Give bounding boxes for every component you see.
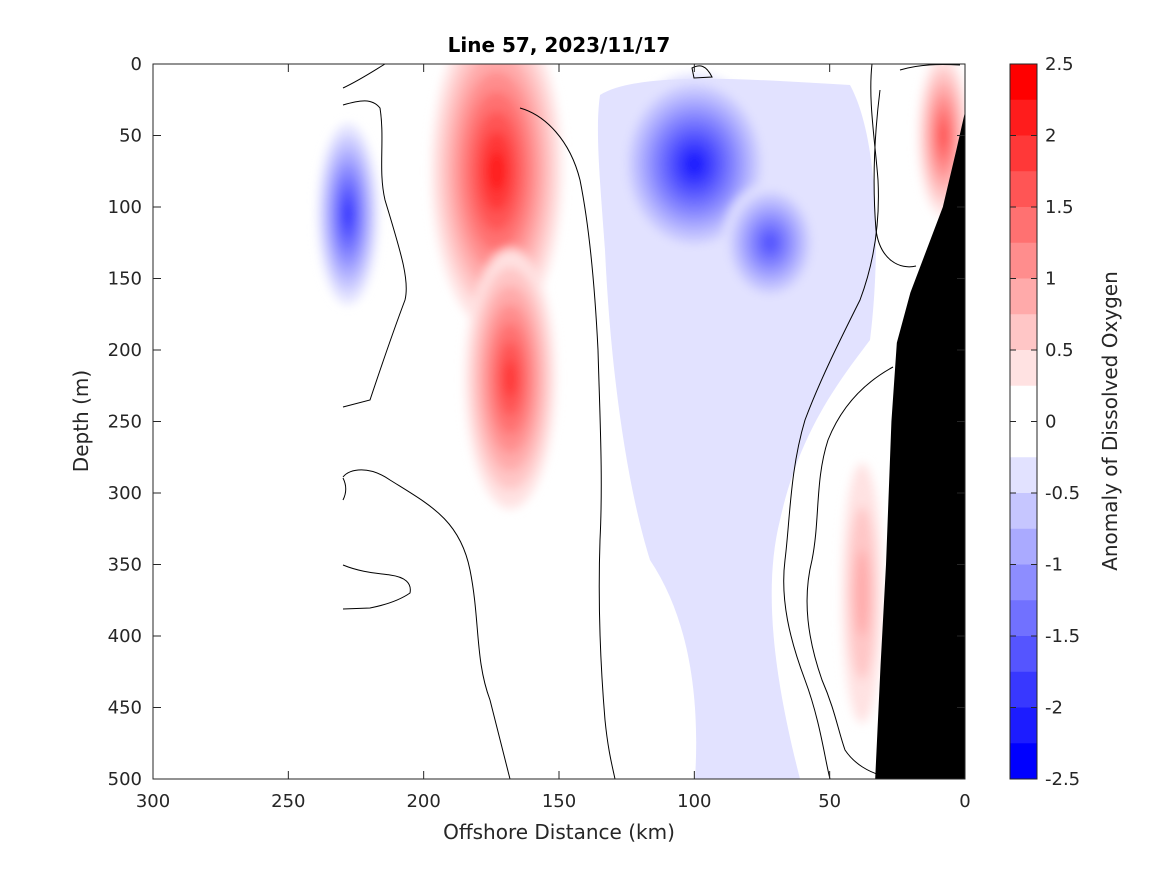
colorbar-segment xyxy=(1010,135,1037,172)
colorbar-tick-label: -1.5 xyxy=(1045,626,1080,647)
colorbar-label: Anomaly of Dissolved Oxygen xyxy=(1098,271,1122,571)
plot-area xyxy=(153,64,965,779)
y-tick-label: 300 xyxy=(108,483,142,504)
zero-contour-line xyxy=(342,469,511,779)
colorbar-segment xyxy=(1010,457,1037,494)
colorbar: 2.5 2 1.5 1 0.5 0 -0.5 -1 -1.5 -2 -2.5 xyxy=(1009,54,1080,790)
zero-contour-line xyxy=(691,65,713,79)
x-axis: 300 250 200 150 100 50 0 xyxy=(136,64,971,812)
zero-contour-line xyxy=(519,107,616,779)
colorbar-segment xyxy=(1010,171,1037,208)
colorbar-segment xyxy=(1010,636,1037,673)
field-level-positive xyxy=(939,122,948,149)
colorbar-segment xyxy=(1010,707,1037,744)
x-tick-label: 50 xyxy=(818,791,841,812)
colorbar-tick-label: -0.5 xyxy=(1045,483,1080,504)
x-tick-label: 100 xyxy=(677,791,711,812)
chart-title: Line 57, 2023/11/17 xyxy=(448,33,671,57)
zero-contour-line xyxy=(342,477,347,501)
colorbar-segment xyxy=(1010,493,1037,530)
colorbar-segment xyxy=(1010,278,1037,315)
colorbar-segment xyxy=(1010,421,1037,458)
y-tick-label: 200 xyxy=(108,340,142,361)
colorbar-segment xyxy=(1010,385,1037,422)
field-contours xyxy=(317,64,965,724)
colorbar-segment xyxy=(1010,600,1037,637)
colorbar-segment xyxy=(1010,314,1037,351)
zero-contour-line xyxy=(873,89,917,268)
colorbar-tick-label: -2.5 xyxy=(1045,769,1080,790)
zero-contour-line xyxy=(899,64,961,71)
zero-contour-line xyxy=(342,100,407,408)
colorbar-tick-label: 2 xyxy=(1045,126,1056,147)
field-level-negative xyxy=(343,201,353,228)
y-tick-label: 400 xyxy=(108,626,142,647)
colorbar-tick-label: -1 xyxy=(1045,555,1063,576)
colorbar-tick-label: 1 xyxy=(1045,269,1056,290)
zero-contour-line xyxy=(342,564,411,610)
colorbar-segment xyxy=(1010,207,1037,244)
colorbar-segment xyxy=(1010,564,1037,601)
y-tick-label: 150 xyxy=(108,269,142,290)
colorbar-tick-label: 1.5 xyxy=(1045,197,1074,218)
colorbar-segment xyxy=(1010,743,1037,780)
field-level-negative xyxy=(684,152,704,176)
zero-contour-line xyxy=(806,366,894,776)
x-tick-label: 250 xyxy=(271,791,305,812)
y-axis: 0 50 100 150 200 250 300 350 400 450 500 xyxy=(108,54,965,790)
y-axis-label: Depth (m) xyxy=(69,370,93,472)
x-axis-label: Offshore Distance (km) xyxy=(443,820,675,844)
x-tick-label: 200 xyxy=(406,791,440,812)
y-tick-label: 0 xyxy=(131,54,142,75)
y-tick-label: 350 xyxy=(108,555,142,576)
x-tick-label: 0 xyxy=(959,791,970,812)
colorbar-segment xyxy=(1010,350,1037,387)
colorbar-segment xyxy=(1010,671,1037,708)
field-level-negative xyxy=(762,232,779,253)
bathymetry-seafloor xyxy=(875,113,965,779)
colorbar-segment xyxy=(1010,64,1037,101)
colorbar-segment xyxy=(1010,99,1037,136)
zero-contours xyxy=(342,64,961,779)
colorbar-segment xyxy=(1010,242,1037,279)
zero-contour-line xyxy=(342,64,386,89)
colorbar-tick-label: -2 xyxy=(1045,698,1063,719)
y-tick-label: 500 xyxy=(108,769,142,790)
y-tick-label: 100 xyxy=(108,197,142,218)
colorbar-tick-label: 2.5 xyxy=(1045,54,1074,75)
y-tick-label: 50 xyxy=(119,126,142,147)
x-tick-label: 300 xyxy=(136,791,170,812)
colorbar-tick-label: 0 xyxy=(1045,412,1056,433)
field-level-positive xyxy=(855,549,869,637)
colorbar-tick-label: 0.5 xyxy=(1045,340,1074,361)
y-tick-label: 250 xyxy=(108,412,142,433)
zero-contour-line xyxy=(783,64,879,779)
field-level-positive xyxy=(503,360,517,398)
x-tick-label: 150 xyxy=(542,791,576,812)
y-tick-label: 450 xyxy=(108,698,142,719)
field-level-positive xyxy=(488,151,505,192)
colorbar-segment xyxy=(1010,528,1037,565)
